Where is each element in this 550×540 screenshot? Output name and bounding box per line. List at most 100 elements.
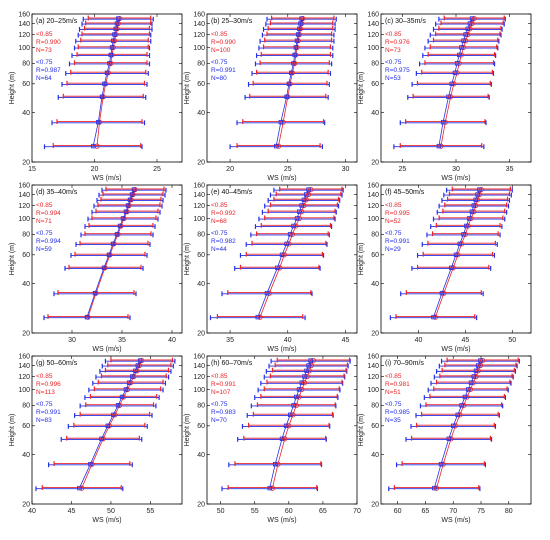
y-tick-label: 40 (22, 110, 30, 117)
red-mean-marker (282, 436, 288, 442)
blue-mean-marker (469, 209, 475, 214)
red-mean-marker (293, 223, 299, 229)
red-mean-marker (464, 394, 470, 400)
red-r-value: R=0.981 (385, 381, 410, 388)
blue-mean-marker (302, 374, 307, 379)
y-tick-label: 120 (193, 374, 205, 381)
y-tick-label: 140 (193, 21, 205, 28)
blue-mean-marker (306, 187, 311, 192)
y-tick-label: 100 (367, 45, 379, 52)
blue-mean-marker (299, 380, 304, 385)
red-n-value: N=113 (36, 389, 55, 396)
y-tick-label: 160 (193, 182, 205, 189)
blue-r-value: R=0.991 (385, 238, 410, 245)
blue-r-value: R=0.985 (385, 409, 410, 416)
y-axis-label: Height (m) (9, 72, 16, 105)
blue-profile-line (275, 18, 302, 147)
y-tick-label: 100 (193, 216, 205, 223)
red-series-label: <0.85 (385, 373, 402, 380)
red-n-value: N=51 (385, 389, 401, 396)
y-tick-label: 60 (197, 423, 205, 430)
y-tick-label: 80 (371, 232, 379, 239)
y-tick-label: 120 (367, 203, 379, 210)
x-tick-label: 65 (422, 508, 430, 515)
y-tick-label: 80 (371, 61, 379, 68)
red-mean-marker (305, 191, 312, 198)
blue-mean-marker (287, 412, 293, 418)
blue-series-label: <0.75 (36, 59, 53, 66)
y-tick-label: 60 (197, 81, 205, 88)
red-mean-marker (289, 231, 295, 237)
y-tick-label: 100 (18, 387, 30, 394)
y-axis-label: Height (m) (358, 243, 365, 276)
x-axis-label: WS (m/s) (267, 175, 296, 182)
blue-mean-marker (284, 94, 289, 99)
blue-mean-marker (99, 436, 104, 441)
y-axis-label: Height (m) (358, 72, 365, 105)
panel-5: 35 40 45 20 40 60 80 100 120 140 160 WS (m/s) Height… (184, 182, 358, 353)
y-tick-label: 160 (18, 353, 30, 360)
blue-n-value: N=59 (36, 246, 52, 253)
plot-frame (31, 13, 183, 163)
blue-mean-marker (137, 358, 143, 363)
red-n-value: N=71 (36, 218, 52, 225)
red-r-value: R=0.991 (211, 381, 236, 388)
y-tick-label: 120 (18, 32, 30, 39)
blue-series-label: <0.75 (36, 230, 53, 237)
red-mean-marker (475, 368, 481, 374)
blue-mean-marker (135, 363, 140, 368)
blue-series-label: <0.75 (211, 59, 228, 66)
panel-9: 60 65 70 75 80 20 40 60 80 100 120 140 160 WS (m/s) He… (358, 353, 532, 524)
blue-mean-marker (279, 252, 285, 258)
blue-mean-marker (436, 143, 442, 149)
red-n-value: N=107 (211, 389, 231, 396)
x-tick-label: 15 (28, 166, 36, 173)
panel-title: (g) 50–60m/s (36, 360, 78, 367)
red-mean-marker (281, 252, 287, 258)
blue-mean-marker (469, 16, 475, 21)
blue-mean-marker (462, 394, 468, 400)
y-tick-label: 100 (367, 216, 379, 223)
red-mean-marker (79, 485, 85, 491)
blue-mean-marker (274, 143, 279, 149)
red-mean-marker (306, 368, 312, 374)
y-tick-label: 80 (22, 232, 30, 239)
panel-4: 30 35 40 20 40 60 80 100 120 140 160 WS (m/s) Height… (9, 182, 183, 353)
y-tick-label: 80 (197, 403, 205, 410)
y-tick-label: 140 (367, 363, 379, 370)
blue-n-value: N=53 (385, 75, 401, 82)
blue-mean-marker (114, 232, 120, 237)
blue-mean-marker (92, 290, 98, 296)
y-tick-label: 120 (193, 32, 205, 39)
y-tick-label: 120 (18, 374, 30, 381)
blue-mean-marker (126, 380, 132, 385)
blue-n-value: N=64 (36, 75, 52, 82)
blue-mean-marker (283, 423, 289, 429)
blue-mean-marker (77, 485, 82, 491)
y-tick-label: 20 (197, 501, 205, 508)
red-r-value: R=0.990 (36, 39, 61, 46)
blue-mean-marker (296, 387, 302, 392)
blue-n-value: N=80 (211, 75, 227, 82)
red-mean-marker (301, 380, 308, 386)
blue-mean-marker (432, 485, 437, 491)
blue-mean-marker (119, 394, 125, 400)
blue-mean-marker (91, 143, 96, 149)
x-tick-label: 20 (91, 166, 99, 173)
red-series-label: <0.85 (211, 202, 228, 209)
red-profile-line (272, 360, 314, 489)
y-tick-label: 80 (197, 232, 205, 239)
y-tick-label: 60 (371, 423, 379, 430)
blue-mean-marker (116, 16, 121, 21)
y-tick-label: 120 (367, 374, 379, 381)
blue-mean-marker (477, 187, 482, 192)
red-mean-marker (299, 386, 305, 393)
blue-mean-marker (459, 45, 464, 50)
y-tick-label: 140 (18, 363, 30, 370)
blue-mean-marker (101, 265, 107, 270)
blue-mean-marker (272, 461, 278, 467)
y-tick-label: 40 (22, 281, 30, 288)
blue-mean-marker (304, 192, 309, 197)
blue-mean-marker (267, 485, 272, 491)
